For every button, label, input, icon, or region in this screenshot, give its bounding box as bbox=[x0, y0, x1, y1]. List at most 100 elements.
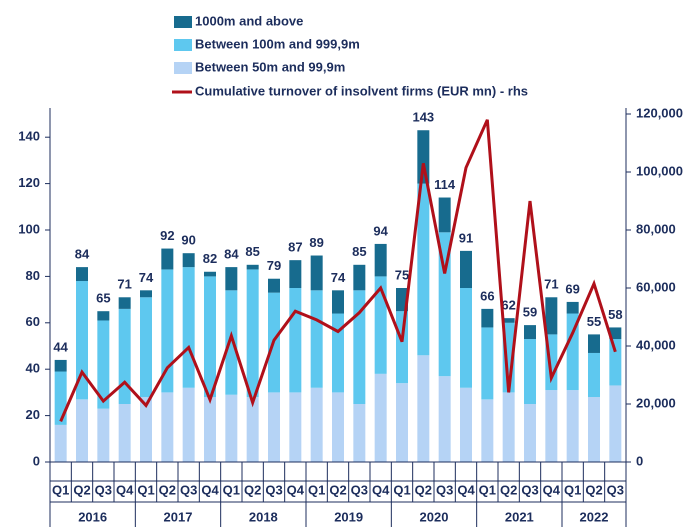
y-tick-label: 60 bbox=[26, 314, 40, 329]
turnover-line bbox=[59, 119, 617, 422]
bar-segment bbox=[502, 318, 515, 323]
bar-segment bbox=[524, 325, 536, 340]
total-label: 91 bbox=[459, 230, 473, 245]
bar-segment bbox=[332, 392, 344, 462]
x-tick-label: Q1 bbox=[223, 482, 240, 497]
total-label: 79 bbox=[267, 258, 281, 273]
x-tick-label: Q3 bbox=[436, 482, 453, 497]
year-label: 2020 bbox=[420, 509, 449, 524]
bar-segment bbox=[374, 373, 387, 462]
bar-segment bbox=[588, 334, 600, 353]
bar-segment bbox=[225, 290, 238, 395]
x-tick-label: Q3 bbox=[607, 482, 624, 497]
bar-segment bbox=[481, 399, 494, 462]
year-label: 2016 bbox=[78, 509, 107, 524]
bar-segment bbox=[76, 267, 88, 282]
bar-segment bbox=[481, 308, 494, 328]
bar-segment bbox=[566, 313, 579, 391]
bar-segment bbox=[353, 264, 366, 291]
x-tick-label: Q3 bbox=[95, 482, 112, 497]
bar-segment bbox=[438, 197, 451, 233]
bar-segment bbox=[481, 327, 494, 400]
x-tick-label: Q4 bbox=[372, 482, 390, 497]
bar-segment bbox=[460, 387, 472, 462]
x-tick-label: Q2 bbox=[159, 482, 176, 497]
bar-segment bbox=[566, 390, 579, 462]
bar-segment bbox=[54, 359, 67, 372]
bar-segment bbox=[268, 278, 280, 293]
total-label: 59 bbox=[523, 305, 537, 320]
bar-segment bbox=[374, 276, 387, 374]
x-tick-label: Q4 bbox=[201, 482, 219, 497]
bar-segment bbox=[438, 232, 451, 377]
bar-segment bbox=[204, 276, 216, 398]
bar-segment bbox=[310, 290, 323, 388]
legend-label: Between 50m and 99,9m bbox=[195, 59, 345, 74]
bar-segment bbox=[460, 250, 472, 288]
bar-segment bbox=[161, 269, 174, 393]
bar-segment bbox=[609, 339, 622, 386]
y2-tick-label: 40,000 bbox=[636, 337, 676, 352]
total-label: 90 bbox=[181, 233, 195, 248]
bar-segment bbox=[268, 392, 280, 462]
x-tick-label: Q4 bbox=[543, 482, 561, 497]
bar-segment bbox=[97, 320, 110, 409]
total-label: 66 bbox=[480, 288, 494, 303]
year-label: 2022 bbox=[580, 509, 609, 524]
bar-segment bbox=[225, 394, 238, 462]
bar-segment bbox=[140, 297, 152, 398]
total-label: 84 bbox=[224, 247, 239, 262]
total-label: 71 bbox=[117, 277, 131, 292]
x-tick-label: Q3 bbox=[351, 482, 368, 497]
bar-segment bbox=[417, 130, 430, 184]
bar-segment bbox=[118, 297, 131, 309]
bar-segment bbox=[161, 392, 174, 462]
bar-segment bbox=[54, 424, 67, 462]
y-tick-label: 140 bbox=[18, 129, 40, 144]
bar-segment bbox=[545, 297, 558, 335]
total-label: 58 bbox=[608, 307, 622, 322]
bar-segment bbox=[118, 404, 131, 462]
bar-segment bbox=[182, 267, 195, 388]
x-tick-label: Q3 bbox=[265, 482, 282, 497]
bar-segment bbox=[54, 371, 67, 425]
x-tick-label: Q4 bbox=[457, 482, 475, 497]
x-tick-label: Q1 bbox=[137, 482, 154, 497]
bar-segment bbox=[97, 408, 110, 462]
y2-tick-label: 20,000 bbox=[636, 395, 676, 410]
bar-segment bbox=[182, 387, 195, 462]
year-label: 2019 bbox=[334, 509, 363, 524]
bar-segment bbox=[246, 397, 259, 462]
bar-segment bbox=[289, 392, 302, 462]
x-tick-label: Q2 bbox=[415, 482, 432, 497]
bar-segment bbox=[204, 271, 216, 277]
year-label: 2017 bbox=[164, 509, 193, 524]
total-label: 65 bbox=[96, 291, 110, 306]
total-label: 85 bbox=[245, 244, 259, 259]
bar-segment bbox=[502, 392, 515, 462]
total-label: 44 bbox=[53, 339, 68, 354]
bar-segment bbox=[353, 404, 366, 462]
bar-segment bbox=[460, 288, 472, 388]
total-label: 85 bbox=[352, 244, 366, 259]
legend-swatch bbox=[174, 62, 192, 74]
y2-tick-label: 120,000 bbox=[636, 105, 683, 120]
bar-segment bbox=[524, 404, 536, 462]
bar-segment bbox=[332, 290, 344, 314]
y-tick-label: 80 bbox=[26, 268, 40, 283]
bar-segment bbox=[161, 248, 174, 270]
total-label: 75 bbox=[395, 267, 409, 282]
bar-segment bbox=[566, 301, 579, 314]
bar-segment bbox=[588, 352, 600, 398]
x-tick-label: Q2 bbox=[244, 482, 261, 497]
legend-label: Between 100m and 999,9m bbox=[195, 36, 360, 51]
legend-swatch bbox=[174, 39, 192, 51]
y-tick-label: 40 bbox=[26, 361, 40, 376]
bar-segment bbox=[76, 399, 88, 462]
x-tick-label: Q1 bbox=[308, 482, 325, 497]
bar-segment bbox=[246, 264, 259, 270]
x-tick-label: Q1 bbox=[393, 482, 410, 497]
x-tick-label: Q1 bbox=[52, 482, 69, 497]
y2-tick-label: 100,000 bbox=[636, 163, 683, 178]
